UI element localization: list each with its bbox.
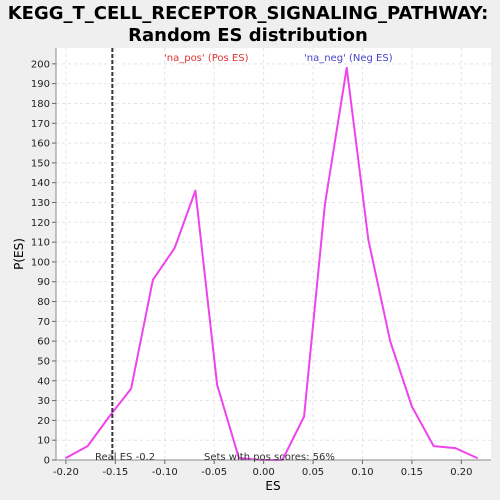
y-axis-label: P(ES) [12, 238, 26, 270]
data-point [86, 445, 89, 447]
y-tick-label: 80 [37, 297, 50, 308]
x-tick-label: 0.20 [450, 467, 472, 478]
y-tick-label: 10 [37, 436, 50, 447]
y-tick-label: 160 [31, 139, 50, 150]
y-tick-label: 110 [31, 238, 50, 249]
y-tick-label: 180 [31, 99, 50, 110]
data-point [216, 383, 218, 386]
x-tick-label: 0.15 [401, 467, 423, 478]
data-point [194, 189, 197, 192]
y-tick-label: 30 [37, 396, 50, 407]
x-tick-label: 0.10 [351, 467, 373, 478]
data-point [173, 247, 176, 249]
chart-title-line-1: KEGG_T_CELL_RECEPTOR_SIGNALING_PATHWAY: [8, 3, 489, 24]
y-tick-label: 90 [37, 277, 50, 288]
x-tick-label: -0.10 [152, 467, 178, 478]
chart-title-line-2: Random ES distribution [128, 25, 368, 46]
data-point [411, 405, 413, 408]
grid-lines [56, 48, 491, 461]
x-axis-ticks: -0.20 -0.15 -0.10 -0.05 0.00 0.05 0.10 0.15 0.20 [53, 460, 472, 478]
y-tick-label: 20 [37, 416, 50, 427]
data-point [65, 457, 67, 459]
y-tick-label: 190 [31, 79, 50, 90]
y-tick-label: 40 [37, 376, 50, 387]
data-point [130, 387, 132, 390]
x-tick-label: -0.05 [201, 467, 227, 478]
x-tick-label: -0.20 [53, 467, 79, 478]
real-es-label: Real ES -0.2 [95, 452, 155, 463]
y-tick-label: 170 [31, 119, 50, 130]
y-tick-label: 140 [31, 178, 50, 189]
x-tick-label: 0.05 [302, 467, 324, 478]
legend-pos-label: 'na_pos' (Pos ES) [164, 53, 249, 64]
data-point [432, 445, 435, 447]
x-axis-label: ES [265, 479, 280, 493]
data-point [345, 67, 348, 69]
data-point [324, 203, 326, 206]
x-tick-label: 0.00 [252, 467, 274, 478]
y-tick-label: 130 [31, 198, 50, 209]
data-point [367, 239, 370, 241]
y-tick-label: 200 [31, 59, 50, 70]
series-points [65, 67, 478, 461]
plot-area [56, 48, 491, 460]
y-tick-label: 150 [31, 158, 50, 169]
y-tick-label: 100 [31, 257, 50, 268]
data-point [108, 415, 111, 418]
y-axis-ticks: 0 10 20 30 40 50 60 70 80 90 100 110 120 130 140 150 160… [31, 59, 56, 467]
data-point [238, 457, 240, 459]
data-point [389, 340, 391, 342]
pos-scores-annotation: Sets with pos scores: 56% [204, 452, 335, 463]
y-tick-label: 60 [37, 337, 50, 348]
legend-neg-label: 'na_neg' (Neg ES) [304, 53, 393, 64]
data-point [152, 278, 154, 281]
y-tick-label: 0 [44, 456, 50, 467]
data-point [454, 447, 457, 449]
data-point [476, 457, 478, 459]
y-tick-label: 70 [37, 317, 50, 328]
y-tick-label: 50 [37, 356, 50, 367]
data-point [303, 415, 305, 418]
y-tick-label: 120 [31, 218, 50, 229]
x-tick-label: -0.15 [102, 467, 128, 478]
